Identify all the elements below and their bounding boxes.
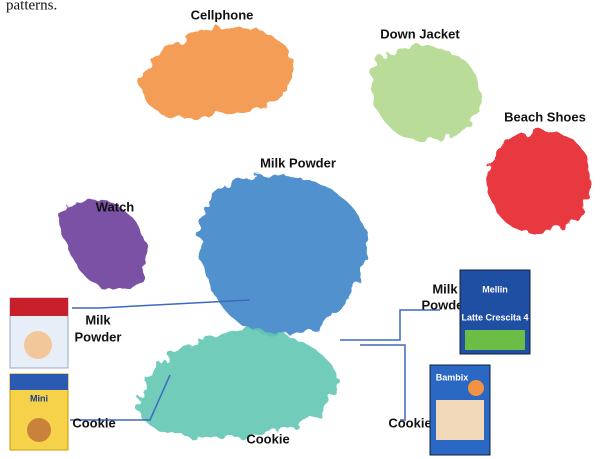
annotation: Cookie xyxy=(72,415,115,430)
product-text: Bambix xyxy=(436,372,469,382)
product-cookie-left: Mini xyxy=(9,373,69,451)
cluster-cellphone xyxy=(139,26,293,119)
cluster-watch xyxy=(59,199,146,291)
cluster-label: Down Jacket xyxy=(380,26,460,41)
cluster-label: Cookie xyxy=(246,431,289,446)
annotation: Cookie xyxy=(388,415,431,430)
cluster-down-jacket xyxy=(370,46,481,141)
cluster-label: Cellphone xyxy=(191,7,254,22)
product-text: Latte Crescita 4 xyxy=(461,312,528,322)
cluster-milk-powder xyxy=(199,174,367,336)
product-text: Mellin xyxy=(482,284,508,294)
cluster-cookie xyxy=(136,329,338,438)
annotation: Milk xyxy=(432,281,458,296)
cluster-label: Milk Powder xyxy=(260,155,336,170)
product-mellin: Mellin Latte Crescita 4 xyxy=(459,269,531,355)
annotation: Milk xyxy=(85,312,111,327)
cluster-label: Beach Shoes xyxy=(504,109,586,124)
annotation: Powder xyxy=(75,329,122,344)
cluster-label: Watch xyxy=(96,199,135,214)
cluster-beach-shoes xyxy=(487,131,590,233)
caption-fragment: patterns. xyxy=(6,0,57,13)
connectors xyxy=(70,299,440,421)
product-text: Mini xyxy=(30,393,48,403)
product-bambix: Bambix xyxy=(429,364,491,456)
product-milupa xyxy=(9,297,69,369)
annotation: Powder xyxy=(422,297,469,312)
